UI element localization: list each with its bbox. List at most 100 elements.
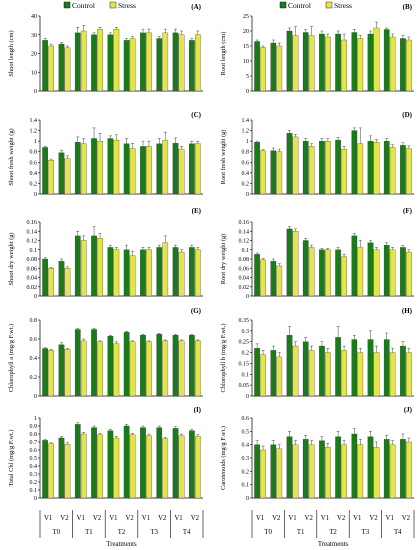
y-tick-label: 10 [243, 59, 249, 65]
variety-label: V2 [402, 515, 411, 522]
bar [351, 339, 358, 397]
y-tick-label: 15 [243, 44, 249, 50]
bar [91, 427, 97, 499]
bar [325, 249, 331, 297]
treatment-label: T4 [183, 529, 191, 536]
bar [162, 340, 169, 397]
y-tick-label: 0.6 [242, 160, 250, 166]
bar [400, 145, 406, 195]
y-tick-label: 10 [31, 70, 37, 76]
bar [58, 152, 65, 195]
bar [74, 235, 81, 297]
bar [286, 335, 293, 397]
variety-label: V1 [256, 515, 264, 522]
bar [389, 147, 396, 195]
bar [194, 249, 201, 297]
y-tick-label: 0.5 [30, 456, 38, 462]
treatment-label: T0 [53, 529, 61, 536]
variety-label: V2 [305, 515, 314, 522]
chart-panel: (I) Total Chl (mg/g F.wt.) 0 0.1 0.2 0.3 0.4 0.… [8, 406, 203, 502]
bar [260, 259, 266, 297]
bar [129, 434, 136, 499]
chart-panel: (J) Carotenoids (mg/g F.wt.) 0 0.1 0.2 0.3 0.4… [220, 406, 414, 502]
bar [156, 143, 163, 195]
bar [367, 33, 374, 92]
bar [194, 340, 201, 397]
bar [351, 235, 358, 297]
bar [325, 36, 331, 92]
y-tick-label: 0.1 [30, 248, 38, 254]
bar [357, 247, 364, 297]
variety-label: V1 [142, 515, 150, 522]
y-tick-label: 0.8 [242, 150, 250, 156]
y-tick-label: 0.12 [27, 239, 38, 245]
y-tick-label: 0.2 [30, 181, 38, 187]
bar [48, 443, 54, 499]
y-tick-label: 0 [34, 89, 37, 95]
y-tick-label: 0.4 [30, 356, 38, 362]
y-tick-label: 0.06 [27, 266, 38, 272]
y-tick-label: 0.8 [30, 432, 38, 438]
bar [64, 349, 71, 397]
bar [276, 151, 283, 195]
y-tick-label: 1 [246, 139, 249, 145]
y-tick-label: 20 [31, 52, 37, 58]
bar [80, 143, 87, 195]
bar [302, 341, 309, 397]
bar [172, 32, 179, 92]
bar [308, 444, 315, 499]
legend-label-stress: Stress [118, 1, 136, 10]
bar [319, 33, 325, 92]
y-tick-label: 0.2 [242, 469, 250, 475]
bar [48, 350, 54, 397]
y-tick-label: 0.6 [242, 416, 250, 422]
bar [367, 436, 374, 499]
bar [335, 249, 341, 297]
chart-panel: (B) Root length (cm) 0 5 10 15 20 25 [220, 3, 414, 95]
bar [91, 138, 97, 195]
bar [341, 39, 347, 92]
bar [292, 231, 299, 297]
bar [308, 35, 315, 92]
bar [389, 352, 396, 397]
chart-panel: (E) Shoot dry weight (g) 0 0.02 0.04 0.06 0.08… [8, 207, 203, 300]
bar [162, 32, 169, 92]
bar [42, 440, 49, 499]
bar [123, 332, 130, 397]
bar [254, 348, 260, 397]
chart-panel: (H) Chlorophyll b (mg/g F.wt.) 0 0.05 0.1 0.1… [220, 307, 414, 400]
bar [42, 258, 49, 297]
y-tick-label: 0 [246, 294, 249, 300]
bar [107, 430, 114, 499]
bar [341, 256, 347, 297]
bar [260, 354, 266, 397]
bar [48, 45, 54, 92]
panel-label: (H) [402, 307, 413, 315]
chart-panel: (F) Root dry weight (g) 0 0.02 0.04 0.06 0.08 0… [220, 207, 414, 300]
bar [123, 143, 130, 195]
bar [189, 247, 195, 297]
bar [254, 142, 260, 195]
y-tick-label: 0.8 [30, 318, 38, 324]
y-tick-label: 0.2 [242, 351, 250, 357]
bar [357, 352, 364, 397]
bar [80, 240, 87, 297]
bar [341, 444, 347, 499]
y-tick-label: 40 [31, 14, 37, 20]
bar [178, 340, 185, 397]
bar [335, 139, 341, 195]
variety-label: V1 [353, 515, 361, 522]
bar [319, 249, 325, 297]
y-tick-label: 0 [34, 496, 37, 502]
bar [64, 47, 71, 92]
bar [97, 341, 103, 397]
bar [254, 444, 260, 499]
variety-label: V1 [288, 515, 296, 522]
bar [367, 242, 374, 297]
y-tick-label: 0.1 [30, 488, 38, 494]
bar [42, 40, 49, 92]
bar [91, 329, 97, 397]
y-tick-label: 0.8 [30, 150, 38, 156]
panel-label: (E) [192, 207, 202, 215]
bar [351, 130, 358, 195]
